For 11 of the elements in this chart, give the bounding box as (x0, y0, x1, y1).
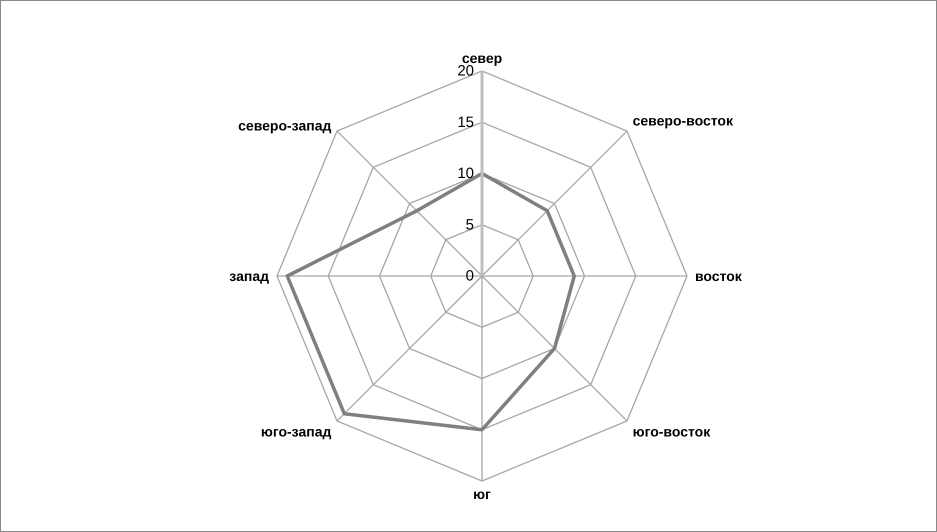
spoke-label: восток (695, 268, 743, 284)
y-tick-label: 5 (466, 216, 474, 234)
spoke-label: юго-восток (632, 424, 712, 440)
spoke-label: северо-запад (238, 117, 332, 134)
y-tick-label: 10 (457, 165, 474, 182)
y-tick-label: 15 (457, 114, 474, 131)
y-tick-label: 0 (466, 268, 474, 284)
spoke-label: северо-восток (632, 112, 734, 128)
spoke-label: юго-запад (260, 424, 332, 440)
spoke-label: запад (229, 268, 270, 284)
spoke-label: юг (473, 486, 492, 502)
